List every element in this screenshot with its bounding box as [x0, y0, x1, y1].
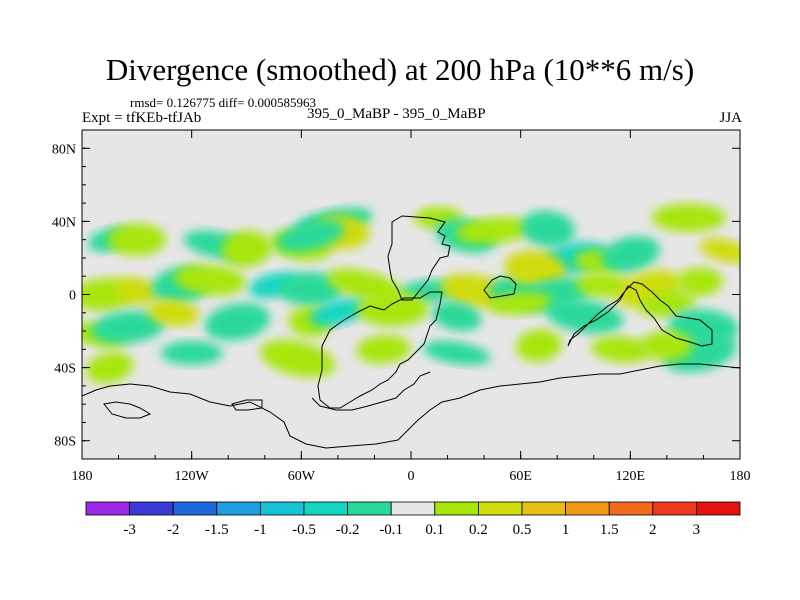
divergence-field-blob — [260, 339, 335, 378]
colorbar-swatch — [652, 501, 697, 516]
coastline-inland-edge — [311, 371, 431, 411]
divergence-field-blob — [204, 303, 271, 341]
y-tick-label: 80S — [54, 435, 76, 450]
divergence-field-blob — [107, 223, 166, 256]
colorbar-label: -1.5 — [205, 522, 229, 538]
colorbar-label: -0.5 — [292, 522, 316, 538]
colorbar-label: -2 — [167, 522, 180, 538]
divergence-field-blob — [651, 203, 726, 232]
divergence-field-blob — [639, 290, 695, 318]
coastline-antarctica — [82, 363, 740, 449]
coastline-antarctica-peninsula — [103, 401, 152, 419]
colorbar-label: -3 — [123, 522, 136, 538]
divergence-field-blob — [278, 272, 343, 307]
divergence-field-blob — [521, 210, 575, 247]
divergence-field-blob — [309, 299, 367, 327]
divergence-field-blob — [276, 220, 345, 253]
coastline-ice-shelf — [231, 399, 263, 411]
divergence-field-blob — [545, 299, 624, 334]
divergence-field-blob — [221, 230, 272, 267]
colorbar-swatch — [129, 501, 174, 516]
colorbar-swatch — [390, 501, 436, 516]
divergence-field-blob — [455, 217, 532, 244]
coastline-south-america — [317, 291, 443, 409]
colorbar-label: 1.5 — [600, 522, 619, 538]
colorbar-swatch — [172, 501, 218, 516]
divergence-field-blob — [591, 336, 652, 363]
colorbar-swatch — [259, 501, 305, 516]
colorbar-swatch — [303, 501, 348, 516]
divergence-field-blob — [488, 292, 553, 315]
colorbar-label: 3 — [693, 522, 701, 538]
colorbar-label: -1 — [254, 522, 267, 538]
colorbar-swatch — [696, 501, 741, 516]
colorbar-label: 0.1 — [425, 522, 444, 538]
colorbar-label: 0.5 — [513, 522, 532, 538]
coastline-asia-islands — [567, 281, 713, 347]
divergence-field-blob — [147, 299, 200, 327]
divergence-field-blob — [423, 340, 491, 366]
divergence-field-blob — [356, 335, 411, 364]
divergence-field-blob — [600, 236, 660, 273]
rmsd-diff-stats: rmsd= 0.126775 diff= 0.000585963 — [130, 95, 316, 110]
colorbar-label: 2 — [649, 522, 657, 538]
divergence-field-blob — [160, 340, 223, 365]
divergence-field-blob — [440, 273, 510, 308]
colorbar-swatch — [216, 501, 261, 516]
y-tick-label: 40N — [52, 215, 76, 230]
chart-title: Divergence (smoothed) at 200 hPa (10**6 … — [105, 52, 695, 87]
x-tick-label: 120W — [175, 469, 210, 484]
divergence-field-blob — [432, 301, 482, 332]
x-tick-label: 180 — [72, 469, 93, 484]
x-tick-label: 120E — [616, 469, 646, 484]
x-tick-label: 180 — [730, 469, 751, 484]
run-comparison-label: 395_0_MaBP - 395_0_MaBP — [307, 106, 486, 122]
colorbar-label: 1 — [562, 522, 570, 538]
divergence-field-blob — [85, 352, 134, 384]
colorbar-label: 0.2 — [469, 522, 488, 538]
coastline-africa — [483, 275, 517, 299]
divergence-field-blob — [90, 311, 165, 344]
y-tick-label: 40S — [54, 362, 76, 377]
coastline-north-america — [387, 215, 451, 301]
divergence-field-blob — [676, 267, 723, 296]
y-tick-label: 0 — [69, 289, 76, 304]
colorbar-label: -0.2 — [336, 522, 360, 538]
divergence-field-blob — [174, 264, 246, 296]
colorbar-swatch — [347, 501, 392, 516]
divergence-field-blob — [356, 292, 429, 327]
colorbar-swatch — [477, 501, 523, 516]
divergence-field-blob — [516, 329, 562, 362]
colorbar-swatch — [434, 501, 479, 516]
x-tick-label: 60E — [509, 469, 532, 484]
continent-outlines — [82, 215, 740, 449]
divergence-field-blob — [699, 238, 740, 263]
season-label: JJA — [719, 110, 742, 126]
y-tick-label: 80N — [52, 142, 76, 157]
x-tick-label: 60W — [288, 469, 316, 484]
colorbar-swatch — [85, 501, 130, 516]
divergence-field-blob — [640, 330, 693, 361]
colorbar: -3 -2 -1.5 -1 -0.5 -0.2 -0.1 0.1 0.2 0.5 1 1.5 2 3 — [85, 501, 741, 538]
colorbar-label: -0.1 — [379, 522, 403, 538]
colorbar-swatch — [565, 501, 610, 516]
divergence-field-blob — [115, 277, 159, 305]
colorbar-swatch — [608, 501, 654, 516]
x-tick-label: 0 — [408, 469, 415, 484]
colorbar-swatch — [521, 501, 566, 516]
divergence-field-blob — [504, 250, 567, 288]
experiment-label: Expt = tfKEb-tfJAb — [82, 110, 202, 126]
